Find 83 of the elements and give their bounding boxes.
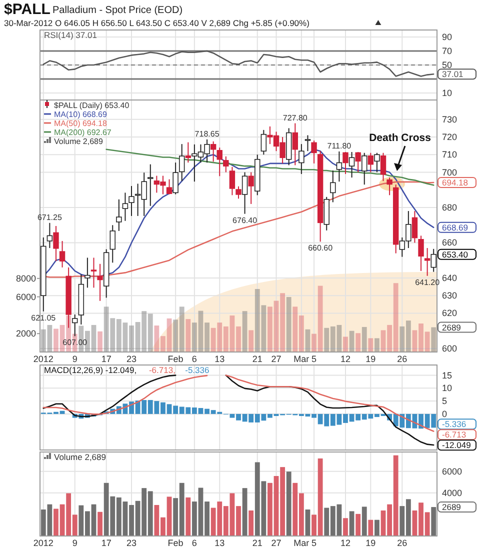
series-label: -5.336 [442, 419, 466, 430]
y-tick-label: 600 [442, 343, 458, 354]
x-tick-label: 26 [397, 354, 408, 364]
annotation: 671.25 [37, 212, 62, 222]
x-tick-label: 23 [126, 354, 137, 364]
y-tick-label: 640 [442, 272, 458, 283]
legend-label: MA(200) 692.67 [54, 128, 112, 137]
legend-label: Volume 2,689 [54, 137, 104, 146]
text: 694.18 [442, 178, 468, 188]
x-tick-label: 6 [192, 354, 197, 364]
annotation: 718.65 [194, 129, 220, 138]
text: -6.713 [442, 430, 466, 440]
x-tick-label: 9 [72, 354, 78, 364]
x-tick-label: 2012 [33, 538, 54, 548]
y-tick-label: 620 [442, 308, 458, 318]
x-tick-label: 21 [252, 354, 262, 364]
y2-tick-label: 8000 [16, 273, 36, 284]
series-label: -6.713, [148, 365, 176, 375]
x-tick-label: Mar [294, 354, 310, 364]
y-tick-label: 680 [442, 202, 458, 212]
y-tick-label: 710 [442, 150, 458, 160]
x-tick-label: 27 [271, 354, 282, 364]
text: RSI(14) 37.01 [44, 30, 98, 40]
x-tick-label: 13 [214, 354, 225, 364]
text: 2689 [442, 322, 462, 332]
x-tick-label: 12 [340, 538, 350, 548]
y-tick-label: 720 [442, 132, 458, 142]
y-tick-label: 50 [442, 60, 452, 70]
text: 2689 [442, 502, 462, 512]
y-tick-label: 70 [442, 46, 452, 56]
x-tick-label: 12 [340, 354, 350, 364]
legend-label: $PALL (Daily) 653.40 [54, 101, 130, 110]
y-tick-label: 0 [442, 408, 448, 419]
x-tick-label: 17 [101, 538, 112, 548]
text: 37.01 [442, 69, 464, 80]
x-tick-label: 21 [252, 538, 262, 548]
y-tick-label: 15 [442, 370, 452, 380]
x-tick-label: 19 [366, 354, 376, 364]
y-tick-label: 90 [442, 32, 452, 42]
series-label: MACD(12,26,9) -12.049, [44, 365, 137, 375]
y-tick-label: 700 [442, 167, 458, 178]
y-tick-label: 10 [442, 383, 452, 394]
annotation: 727.80 [282, 113, 308, 122]
y-tick-label: 630 [442, 290, 458, 301]
y-tick-label: 4000 [442, 488, 462, 498]
y-tick-label: 5 [442, 396, 448, 406]
x-tick-label: 17 [101, 354, 112, 364]
y-tick-label: 6000 [442, 466, 462, 476]
annotation: -5.336 [185, 365, 210, 375]
x-tick-label: 13 [214, 538, 225, 548]
annotation: 641.20 [415, 278, 440, 287]
legend-label: Volume 2,689 [54, 452, 106, 462]
chart-title: $PALL [4, 1, 50, 18]
text: -12.049 [442, 440, 472, 450]
chart-subtitle: Palladium - Spot Price (EOD) [52, 5, 183, 16]
text: 668.69 [442, 222, 468, 232]
y2-tick-label: 2000 [16, 328, 36, 339]
x-tick-label: 6 [192, 538, 197, 548]
legend-label: MA(10) 668.69 [54, 110, 108, 119]
text: 653.40 [442, 249, 468, 260]
annotation: 676.40 [232, 216, 258, 225]
y-tick-label: 660 [442, 238, 458, 248]
x-tick-label: Mar [294, 538, 310, 548]
x-tick-label: 9 [72, 538, 78, 548]
annotation: Death Cross [369, 132, 432, 144]
y-tick-label: 10 [442, 88, 452, 98]
annotation: 621.05 [31, 313, 56, 322]
x-tick-label: Feb [168, 354, 184, 364]
x-tick-label: 23 [126, 538, 137, 548]
legend-label: MA(50) 694.18 [54, 119, 108, 128]
x-tick-label: 26 [397, 538, 408, 548]
annotation: 607.00 [62, 338, 88, 348]
y-tick-label: 730 [442, 114, 458, 124]
x-tick-label: 27 [271, 538, 282, 548]
x-tick-label: 2012 [33, 354, 54, 364]
x-tick-label: 5 [312, 354, 317, 364]
x-tick-label: 5 [312, 538, 317, 548]
text: 30-Mar-2012 O 646.05 H 656.50 L 643.50 C 653.40 V 2,689 Chg +5.85 (+0.90%) [4, 18, 310, 28]
annotation: 711.80 [327, 141, 352, 150]
y2-tick-label: 6000 [16, 292, 36, 302]
x-tick-label: Feb [168, 538, 184, 548]
x-tick-label: 19 [366, 538, 376, 548]
annotation: 660.60 [308, 244, 334, 253]
